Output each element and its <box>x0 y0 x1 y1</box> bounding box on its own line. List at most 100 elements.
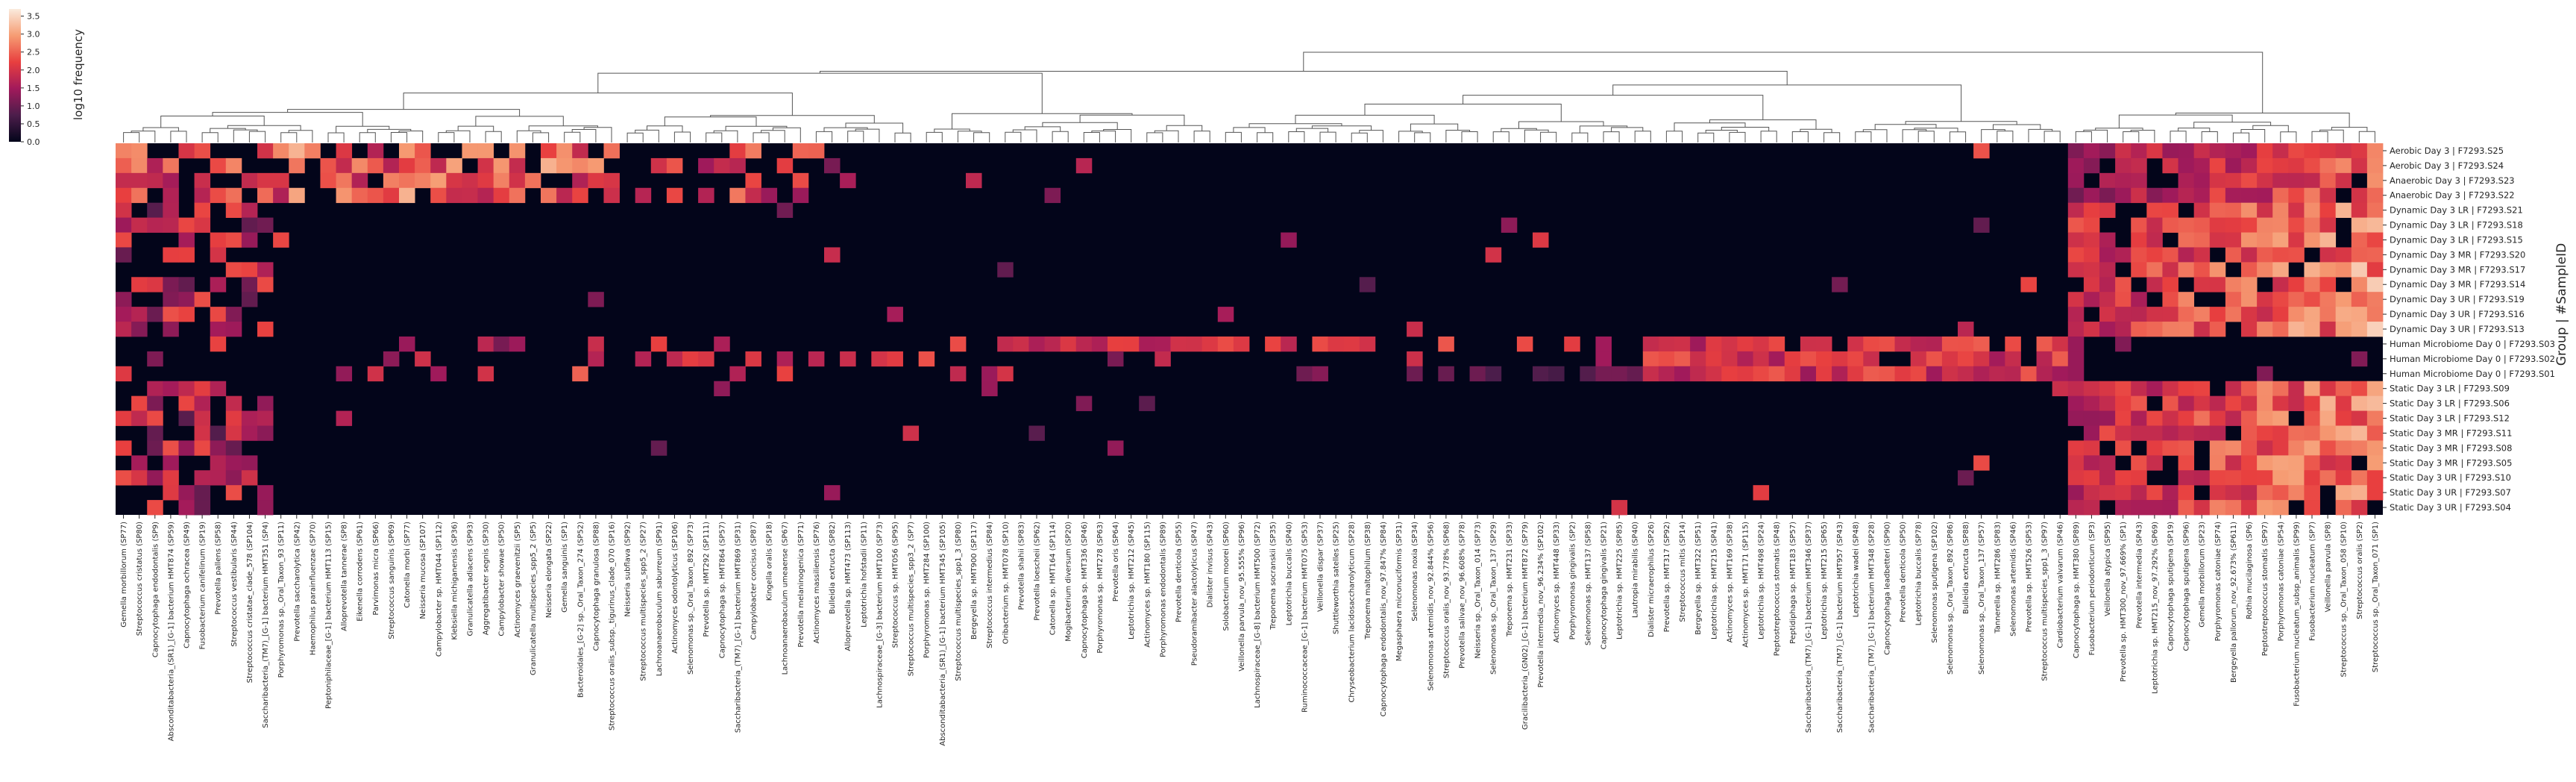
dendrogram-link <box>1364 104 1562 122</box>
heatmap-cell <box>2162 485 2178 501</box>
colorbar: 0.0 0.5 1.0 1.5 2.0 2.5 3.0 3.5 log10 frequency <box>9 9 85 147</box>
heatmap-cell <box>588 336 604 352</box>
heatmap-cell <box>2257 322 2273 337</box>
heatmap-cell <box>2052 366 2069 382</box>
heatmap-cell <box>163 187 179 204</box>
heatmap-cell <box>2351 307 2368 322</box>
heatmap-cell <box>2178 143 2195 159</box>
heatmap-cell <box>2257 143 2273 159</box>
heatmap-cell <box>2335 485 2352 501</box>
heatmap-cell <box>2335 202 2352 218</box>
heatmap-cell <box>2099 292 2116 307</box>
heatmap-cell <box>1958 336 1974 352</box>
column-label: Leptotrichia hofstadii (SP11) <box>860 522 868 628</box>
column-label: Peptidiphaga sp. HMT183 (SP57) <box>1789 522 1797 644</box>
heatmap-cell <box>1469 366 1486 382</box>
column-label: Fusobacterium nucleatum_subsp_animalis (… <box>2293 522 2301 707</box>
heatmap-cell <box>2209 143 2226 159</box>
heatmap-cell <box>1044 187 1061 204</box>
heatmap-cell <box>2241 485 2258 501</box>
heatmap-cell <box>415 351 431 367</box>
dendrogram-link <box>926 131 943 143</box>
heatmap-cell <box>1186 336 1203 352</box>
dendrogram-link <box>1571 132 1589 143</box>
heatmap-cell <box>1721 336 1738 352</box>
heatmap-cell <box>2225 500 2242 516</box>
heatmap-cell <box>2162 187 2178 204</box>
heatmap-cell <box>210 307 227 322</box>
heatmap-cell <box>2115 307 2132 322</box>
heatmap-cell <box>2241 292 2258 307</box>
heatmap-cell <box>131 410 148 426</box>
dendrogram-link <box>438 132 455 143</box>
heatmap-cell <box>131 187 148 204</box>
heatmap-cell <box>2209 217 2226 233</box>
heatmap-cell <box>2193 217 2211 233</box>
heatmap-cell <box>2351 143 2368 159</box>
heatmap-cell <box>2115 381 2132 397</box>
heatmap-cell <box>163 381 179 397</box>
heatmap-cell <box>320 157 336 174</box>
heatmap-cell <box>871 351 888 367</box>
heatmap-cell <box>1737 351 1753 367</box>
heatmap-cell <box>1328 336 1345 352</box>
heatmap-cell <box>477 172 494 189</box>
heatmap-cell <box>163 322 179 337</box>
heatmap-cell <box>2225 292 2242 307</box>
heatmap-cell <box>2178 440 2195 456</box>
heatmap-cell <box>2083 410 2100 426</box>
column-label: Granulicatella multispecies_spp5_2 (SP5) <box>530 522 538 675</box>
column-label: Capnocytophaga granulosa (SP88) <box>592 522 600 651</box>
heatmap-cell <box>1139 395 1155 411</box>
heatmap-cell <box>509 336 526 352</box>
heatmap-cell <box>2319 292 2337 307</box>
row-label: Static Day 3 LR | F7293.S12 <box>2390 413 2510 424</box>
heatmap-cell <box>210 277 227 293</box>
heatmap-cell <box>147 395 163 411</box>
heatmap-cell <box>729 366 746 382</box>
column-label: Prevotella loescheii (SP62) <box>1034 522 1042 621</box>
heatmap-cell <box>2131 262 2147 278</box>
heatmap-cell <box>840 172 856 189</box>
heatmap-cell <box>840 351 856 367</box>
heatmap-cell <box>225 157 242 174</box>
heatmap-cell <box>2162 500 2178 516</box>
column-label: Streptococcus cristatus (SP80) <box>136 522 144 636</box>
heatmap-cell <box>2115 336 2132 352</box>
heatmap-cell <box>116 217 132 233</box>
row-label: Static Day 3 MR | F7293.S11 <box>2390 428 2512 438</box>
heatmap-cell <box>477 366 494 382</box>
heatmap-cell <box>2225 307 2242 322</box>
heatmap-cell <box>1075 395 1093 411</box>
heatmap-cell <box>194 143 211 159</box>
heatmap-cell <box>509 187 526 204</box>
heatmap-cell <box>2272 381 2289 397</box>
heatmap-cell <box>2272 217 2289 233</box>
heatmap-cell <box>2067 187 2085 204</box>
column-label: Klebsiella michiganensis (SP36) <box>450 522 459 640</box>
heatmap-cell <box>2067 143 2085 159</box>
column-label: Tannerella sp. HMT286 (SP83) <box>1994 522 2002 634</box>
heatmap-cell <box>1973 455 1990 471</box>
column-label: Cardiobacterium valvarum (SP46) <box>2057 522 2065 648</box>
heatmap-cell <box>2241 232 2258 248</box>
column-label: Veillonella parvula_nov_95.555% (SP96) <box>1238 522 1246 672</box>
heatmap-cell <box>1217 336 1234 352</box>
heatmap-cell <box>147 440 163 456</box>
column-label: Prevotella sp. HMT300_nov_97.669% (SP1) <box>2120 522 2128 682</box>
heatmap-cell <box>650 157 667 174</box>
heatmap-cell <box>178 232 195 248</box>
column-label: Capnocytophaga endodontalis_nov_97.847% … <box>1380 522 1388 716</box>
heatmap-cell <box>2366 217 2384 233</box>
heatmap-cell <box>2241 500 2258 516</box>
heatmap-cells <box>116 143 2384 516</box>
heatmap-cell <box>2319 232 2337 248</box>
heatmap-cell <box>2162 395 2178 411</box>
heatmap-cell <box>2241 247 2258 263</box>
column-label: Prevotella sp. HMT526 (SP53) <box>2026 522 2034 632</box>
heatmap-cell <box>2099 277 2116 293</box>
dendrogram-link <box>210 128 246 133</box>
heatmap-cell <box>430 157 447 174</box>
heatmap-cell <box>2083 455 2100 471</box>
column-label: Leptotrichia sp. HMT215_nov_97.292% (SP6… <box>2151 522 2159 694</box>
